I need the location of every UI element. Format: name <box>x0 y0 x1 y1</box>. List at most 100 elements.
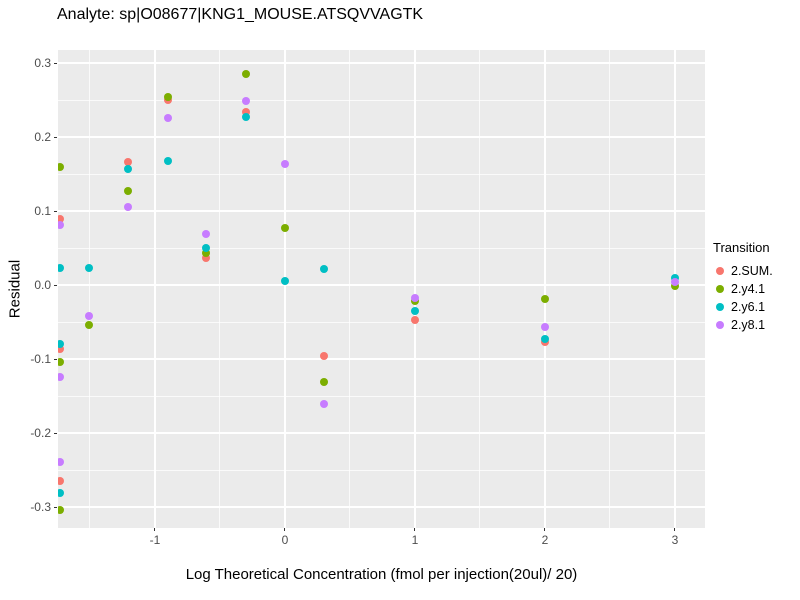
y-tick-mark <box>54 506 57 508</box>
x-tick-mark <box>544 528 546 531</box>
data-point <box>670 278 679 287</box>
legend-items: 2.SUM. 2.y4.1 2.y6.1 2.y8.1 <box>713 262 800 334</box>
v-gridline-major <box>413 50 416 528</box>
v-gridline-major <box>283 50 286 528</box>
h-gridline-major <box>58 284 705 287</box>
h-gridline-major <box>58 432 705 435</box>
x-tick-mark <box>674 528 676 531</box>
data-point <box>84 311 93 320</box>
legend: Transition 2.SUM. 2.y4.1 2.y6.1 2.y8.1 <box>713 240 800 334</box>
y-tick-mark <box>54 136 57 138</box>
data-point <box>319 400 328 409</box>
data-point <box>201 244 210 253</box>
y-tick-label: 0.0 <box>34 278 51 293</box>
legend-title: Transition <box>713 240 770 255</box>
y-tick-label: -0.1 <box>30 352 51 367</box>
x-tick-mark <box>284 528 286 531</box>
v-gridline-minor <box>479 50 481 528</box>
data-point <box>163 93 172 102</box>
data-point <box>58 476 65 485</box>
x-axis-title: Log Theoretical Concentration (fmol per … <box>185 566 578 583</box>
data-point <box>84 264 93 273</box>
data-point <box>241 69 250 78</box>
x-tick-mark <box>154 528 156 531</box>
h-gridline-major <box>58 210 705 213</box>
v-gridline-minor <box>609 50 611 528</box>
data-point <box>540 335 549 344</box>
data-point <box>58 263 65 272</box>
data-point <box>241 112 250 121</box>
data-point <box>58 162 65 171</box>
y-tick-label: -0.3 <box>30 500 51 515</box>
data-point <box>58 505 65 514</box>
data-point <box>280 159 289 168</box>
data-point <box>201 253 210 262</box>
data-point <box>58 373 65 382</box>
v-gridline-minor <box>89 50 91 528</box>
data-point <box>241 97 250 106</box>
x-tick-label: 0 <box>281 533 289 547</box>
data-point <box>670 273 679 282</box>
legend-item-label: 2.y4.1 <box>731 282 766 296</box>
data-point <box>123 165 132 174</box>
h-gridline-minor <box>58 395 705 397</box>
chart-title: Analyte: sp|O08677|KNG1_MOUSE.ATSQVVAGTK <box>57 6 424 23</box>
data-point <box>410 316 419 325</box>
data-point <box>163 114 172 123</box>
legend-swatch <box>716 267 724 275</box>
legend-item: 2.y8.1 <box>713 316 800 334</box>
data-point <box>319 351 328 360</box>
y-tick-label: 0.2 <box>34 130 51 145</box>
data-point <box>123 202 132 211</box>
data-point <box>58 215 65 224</box>
data-point <box>58 458 65 467</box>
y-tick-mark <box>54 284 57 286</box>
data-point <box>123 186 132 195</box>
data-point <box>58 358 65 367</box>
legend-item: 2.SUM. <box>713 262 800 280</box>
data-point <box>123 158 132 167</box>
data-point <box>410 307 419 316</box>
plot-panel <box>58 50 705 528</box>
v-gridline-major <box>153 50 156 528</box>
legend-swatch <box>716 321 724 329</box>
h-gridline-minor <box>58 99 705 101</box>
x-tick-label: -1 <box>149 533 161 547</box>
x-tick-label: 3 <box>671 533 679 547</box>
h-gridline-minor <box>58 173 705 175</box>
legend-item-label: 2.SUM. <box>731 264 773 278</box>
v-gridline-major <box>543 50 546 528</box>
h-gridline-minor <box>58 321 705 323</box>
v-gridline-minor <box>349 50 351 528</box>
y-tick-mark <box>54 432 57 434</box>
data-point <box>319 378 328 387</box>
data-point <box>540 323 549 332</box>
y-tick-label: 0.3 <box>34 56 51 71</box>
data-point <box>280 276 289 285</box>
data-point <box>670 282 679 291</box>
x-tick-label: 2 <box>541 533 549 547</box>
h-gridline-major <box>58 506 705 509</box>
data-point <box>58 340 65 349</box>
y-tick-mark <box>54 210 57 212</box>
y-tick-label: 0.1 <box>34 204 51 219</box>
data-point <box>319 265 328 274</box>
legend-item-label: 2.y6.1 <box>731 300 766 314</box>
data-point <box>58 344 65 353</box>
x-tick-mark <box>414 528 416 531</box>
x-tick-label: 1 <box>411 533 419 547</box>
legend-item: 2.y6.1 <box>713 298 800 316</box>
data-point <box>410 293 419 302</box>
data-point <box>84 320 93 329</box>
data-point <box>540 295 549 304</box>
data-point <box>201 230 210 239</box>
legend-swatch <box>716 285 724 293</box>
h-gridline-minor <box>58 247 705 249</box>
y-tick-mark <box>54 358 57 360</box>
legend-item-label: 2.y8.1 <box>731 318 766 332</box>
data-point <box>241 108 250 117</box>
h-gridline-major <box>58 358 705 361</box>
data-point <box>201 248 210 257</box>
h-gridline-major <box>58 136 705 139</box>
